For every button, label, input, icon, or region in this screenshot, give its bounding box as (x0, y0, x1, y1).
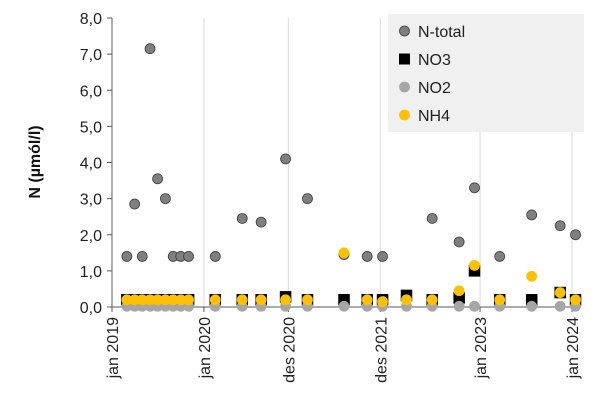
data-point (236, 213, 248, 224)
data-point (144, 43, 156, 55)
y-tick-label: 5,0 (80, 119, 102, 136)
data-point (280, 153, 291, 165)
y-tick-label: 1,0 (80, 264, 102, 281)
data-point (280, 294, 291, 306)
data-point (236, 294, 248, 306)
data-point (526, 270, 538, 282)
x-tick-label: des 2021 (373, 317, 390, 383)
data-point (160, 193, 171, 205)
data-point (494, 294, 506, 306)
data-point (426, 294, 438, 306)
data-point (401, 294, 412, 306)
x-tick-label: des 2020 (281, 317, 298, 383)
data-point (554, 220, 566, 232)
legend-label: N-total (418, 24, 465, 41)
legend-label: NO2 (418, 80, 451, 97)
data-point (209, 251, 221, 262)
data-point (494, 251, 506, 262)
legend-label: NO3 (418, 52, 451, 69)
x-tick-label: jan 2024 (565, 317, 582, 379)
data-point (526, 300, 538, 312)
data-point (554, 287, 566, 298)
data-point (453, 300, 465, 312)
data-point (361, 251, 373, 262)
x-tick-label: jan 2020 (197, 317, 214, 379)
data-point (136, 251, 148, 262)
data-point (255, 216, 267, 228)
series-nh4 (121, 247, 581, 307)
x-tick-label: jan 2023 (473, 317, 490, 379)
legend-marker (399, 81, 410, 93)
y-tick-label: 7,0 (80, 47, 102, 64)
data-point (570, 294, 581, 306)
data-point (426, 213, 438, 224)
y-axis-label: N (µmól/l) (27, 125, 44, 198)
legend-background (388, 14, 584, 132)
data-point (554, 300, 566, 312)
data-point (129, 198, 141, 210)
y-axis-ticks: 0,0 1,0 2,0 3,0 4,0 5,0 6,0 7,0 8,0 (80, 11, 112, 317)
data-point (469, 300, 480, 312)
y-tick-label: 6,0 (80, 83, 102, 100)
data-point (377, 251, 388, 262)
y-tick-label: 8,0 (80, 11, 102, 28)
data-point (183, 294, 194, 306)
data-point (361, 294, 373, 306)
data-point (338, 247, 350, 259)
data-point (302, 193, 313, 205)
y-tick-label: 0,0 (80, 300, 102, 317)
x-axis-ticks: jan 2019 jan 2020 des 2020 des 2021 jan 2023… (105, 307, 582, 383)
data-point (469, 182, 480, 194)
data-point (183, 251, 194, 262)
legend-label: NH4 (418, 108, 450, 125)
data-point (453, 285, 465, 297)
data-point (377, 296, 388, 307)
legend-marker (399, 25, 410, 37)
y-tick-label: 3,0 (80, 192, 102, 209)
x-tick-label: jan 2019 (105, 317, 122, 379)
data-point (526, 209, 538, 221)
data-point (570, 229, 581, 241)
y-tick-label: 2,0 (80, 228, 102, 245)
data-point (302, 294, 313, 306)
data-points (121, 43, 582, 312)
data-point (469, 260, 480, 271)
legend-marker (399, 53, 410, 65)
data-point (453, 236, 465, 248)
y-tick-label: 4,0 (80, 156, 102, 173)
data-point (209, 294, 221, 306)
data-point (152, 173, 163, 185)
data-point (338, 300, 350, 312)
data-point (255, 294, 267, 306)
data-point (121, 251, 133, 262)
series-n-total (121, 43, 581, 262)
legend: N-total NO3 NO2 NH4 (388, 14, 584, 132)
legend-marker (399, 109, 410, 121)
